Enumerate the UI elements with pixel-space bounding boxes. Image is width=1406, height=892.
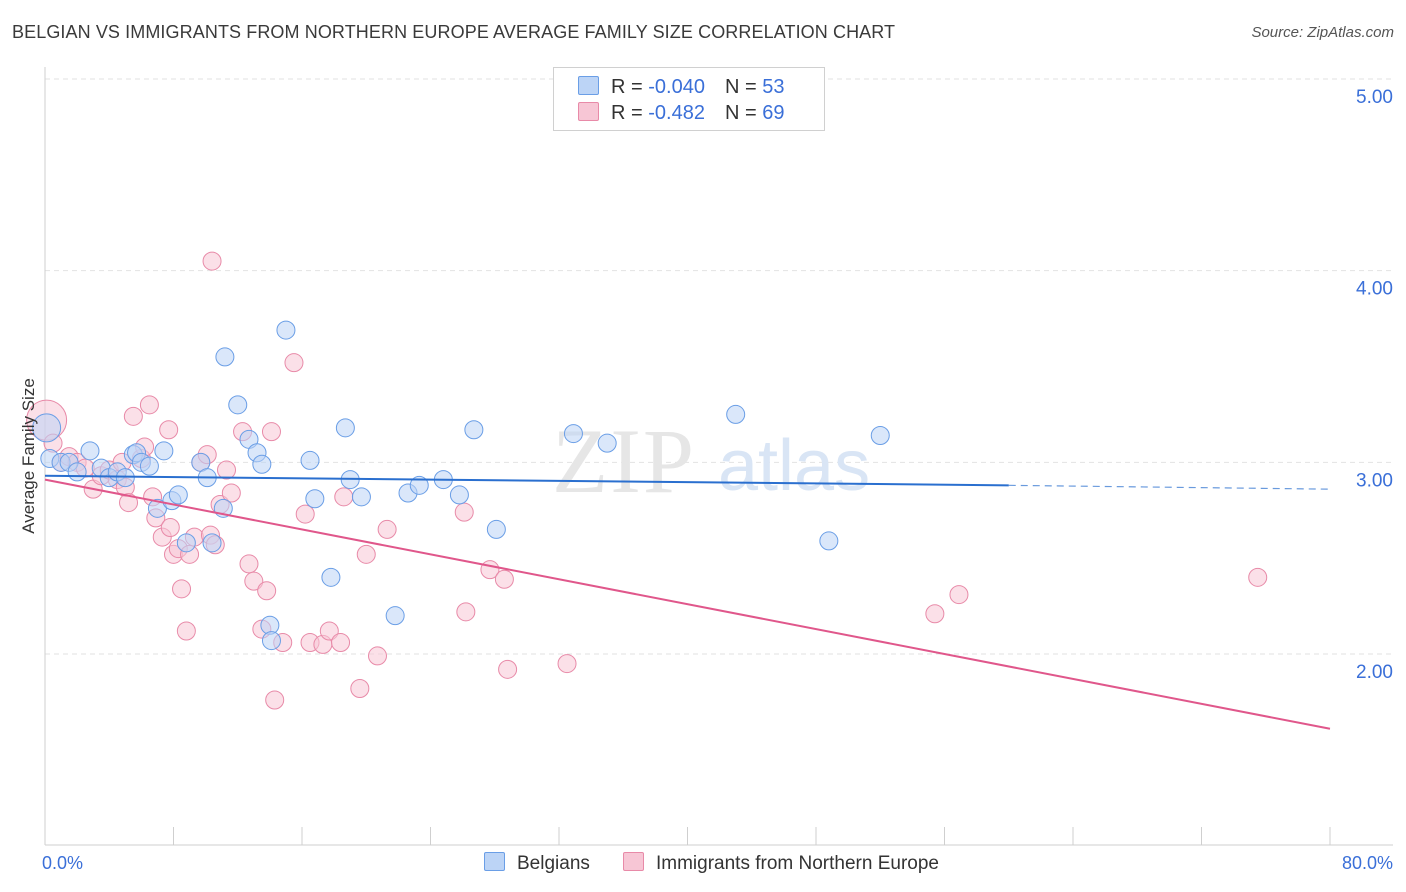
- point-belgians: [32, 413, 62, 443]
- point-belgians: [819, 531, 839, 551]
- point-immigrants: [367, 646, 387, 666]
- bottom-legend-belgians: Belgians: [484, 852, 590, 875]
- point-belgians: [228, 395, 248, 415]
- point-immigrants: [1248, 567, 1268, 587]
- point-belgians: [409, 475, 429, 495]
- correlation-legend: R = -0.040 N = 53 R = -0.482 N = 69: [553, 67, 825, 131]
- point-belgians: [300, 450, 320, 470]
- point-belgians: [563, 424, 583, 444]
- point-immigrants: [334, 487, 354, 507]
- trend-lines: [44, 474, 1331, 730]
- point-immigrants: [284, 353, 304, 373]
- legend-row-belgians: R = -0.040 N = 53: [578, 76, 784, 100]
- legend-r-label: R =: [611, 102, 649, 124]
- point-immigrants: [160, 518, 180, 537]
- y-tick-label: 3.00: [1356, 470, 1393, 491]
- point-immigrants: [265, 690, 285, 710]
- point-belgians: [486, 519, 506, 539]
- point-immigrants: [139, 395, 159, 415]
- bottom-legend-label-belgians: Belgians: [517, 853, 590, 874]
- point-belgians: [870, 426, 890, 445]
- legend-n-label: N =: [724, 102, 763, 124]
- point-belgians: [202, 533, 222, 553]
- y-tick-labels: 2.00 3.00 4.00 5.00: [1356, 87, 1393, 683]
- watermark-atlas: atlas: [718, 426, 870, 506]
- point-immigrants: [123, 406, 143, 426]
- point-belgians: [115, 468, 135, 488]
- x-tick-label-max: 80.0%: [1342, 853, 1393, 873]
- point-belgians: [252, 454, 272, 474]
- bottom-legend-swatch-immigrants: [623, 852, 644, 871]
- legend-r-value: -0.482: [648, 102, 705, 124]
- point-belgians: [139, 456, 159, 476]
- trend-line-belgians-extension: [1008, 484, 1331, 490]
- point-immigrants: [319, 621, 339, 641]
- point-immigrants: [239, 554, 259, 574]
- point-immigrants: [494, 569, 514, 589]
- y-tick-label: 5.00: [1356, 87, 1393, 108]
- legend-r-value: -0.040: [648, 76, 705, 98]
- point-immigrants: [172, 579, 192, 599]
- point-immigrants: [350, 679, 370, 698]
- bottom-legend-swatch-belgians: [484, 852, 505, 871]
- point-belgians: [176, 533, 196, 553]
- point-immigrants: [202, 251, 222, 271]
- point-immigrants: [217, 460, 237, 480]
- trend-line-belgians: [44, 474, 1009, 487]
- point-belgians: [726, 404, 746, 424]
- point-belgians: [597, 433, 617, 453]
- point-immigrants: [244, 571, 264, 591]
- bottom-legend-immigrants: Immigrants from Northern Europe: [623, 852, 939, 875]
- x-tick-label-min: 0.0%: [42, 853, 83, 873]
- legend-r-label: R =: [611, 76, 649, 98]
- point-immigrants: [456, 602, 476, 622]
- point-immigrants: [557, 654, 577, 674]
- y-tick-label: 4.00: [1356, 279, 1393, 300]
- point-belgians: [464, 420, 484, 440]
- legend-row-immigrants: R = -0.482 N = 69: [578, 102, 784, 126]
- point-immigrants: [331, 633, 351, 652]
- y-axis-label: Average Family Size: [19, 378, 38, 534]
- point-belgians: [351, 487, 371, 507]
- legend-swatch-belgians: [578, 76, 599, 95]
- point-belgians: [168, 485, 188, 505]
- point-immigrants: [159, 420, 179, 440]
- point-belgians: [215, 347, 235, 367]
- point-belgians: [305, 489, 325, 509]
- point-immigrants: [925, 604, 945, 624]
- point-belgians: [449, 485, 469, 505]
- bottom-legend-label-immigrants: Immigrants from Northern Europe: [656, 853, 939, 874]
- point-belgians: [385, 606, 405, 626]
- point-immigrants: [454, 502, 474, 522]
- point-belgians: [261, 631, 281, 651]
- point-immigrants: [261, 422, 281, 442]
- chart-title: BELGIAN VS IMMIGRANTS FROM NORTHERN EURO…: [12, 22, 896, 42]
- source-label: Source: ZipAtlas.com: [1251, 24, 1394, 41]
- legend-n-label: N =: [724, 76, 763, 98]
- point-immigrants: [176, 621, 196, 641]
- trend-line-immigrants: [44, 478, 1331, 730]
- point-immigrants: [356, 544, 376, 564]
- point-immigrants: [498, 659, 518, 679]
- point-belgians: [67, 462, 87, 482]
- point-immigrants: [221, 483, 241, 503]
- legend-swatch-immigrants: [578, 102, 599, 121]
- watermark: ZIP atlas: [552, 410, 870, 512]
- point-belgians: [276, 320, 296, 340]
- legend-n-value: 69: [762, 102, 785, 124]
- point-immigrants: [377, 519, 397, 539]
- point-immigrants: [119, 493, 139, 513]
- point-immigrants: [949, 585, 969, 605]
- point-belgians: [80, 441, 100, 461]
- legend-n-value: 53: [762, 76, 785, 98]
- y-tick-label: 2.00: [1356, 662, 1393, 683]
- point-belgians: [335, 418, 355, 438]
- point-belgians: [154, 441, 174, 461]
- point-immigrants: [295, 504, 315, 524]
- point-belgians: [321, 567, 341, 587]
- point-immigrants: [257, 581, 277, 601]
